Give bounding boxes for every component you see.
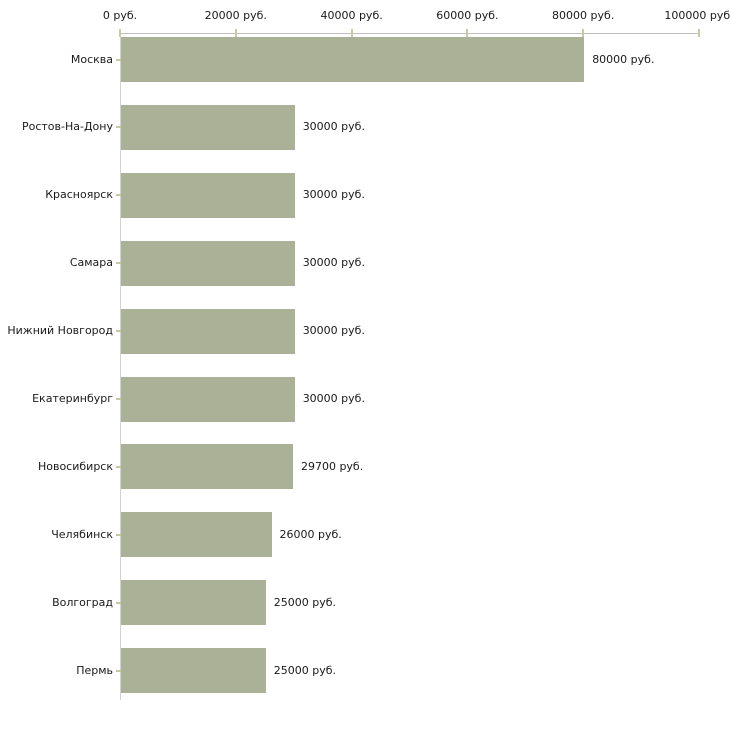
bar (121, 104, 295, 150)
value-label: 29700 руб. (300, 459, 364, 473)
category-tick (116, 330, 121, 333)
value-label: 25000 руб. (273, 663, 337, 677)
category-tick (116, 465, 121, 468)
x-axis-tick (698, 29, 700, 37)
category-label: Нижний Новгород (7, 324, 113, 338)
category-tick (116, 533, 121, 536)
category-label: Москва (70, 52, 113, 66)
category-tick (116, 58, 121, 61)
category-label: Новосибирск (37, 459, 113, 473)
category-label: Волгоград (52, 595, 113, 609)
x-axis-tick-label: 80000 руб. (552, 9, 615, 22)
value-label: 30000 руб. (302, 120, 365, 134)
bar (121, 512, 272, 558)
category-tick (116, 126, 121, 129)
x-axis-tick (234, 29, 237, 37)
x-axis-tick-label: 60000 руб. (436, 9, 499, 22)
category-label: Пермь (76, 663, 113, 677)
plot-area (120, 33, 699, 700)
category-tick (116, 398, 121, 400)
bar (121, 444, 293, 490)
bar (121, 308, 295, 354)
category-tick (116, 262, 121, 265)
value-label: 30000 руб. (302, 392, 365, 405)
category-tick (116, 669, 121, 672)
category-label: Красноярск (45, 188, 113, 202)
x-axis-tick (466, 29, 469, 37)
value-label: 25000 руб. (273, 595, 337, 609)
value-label: 30000 руб. (302, 256, 365, 270)
value-label: 26000 руб. (279, 527, 342, 541)
bar (121, 172, 295, 218)
category-label: Екатеринбург (32, 392, 113, 405)
category-tick (116, 194, 121, 197)
x-axis-tick-label: 20000 руб. (204, 9, 267, 22)
category-label: Челябинск (51, 527, 113, 541)
x-axis-tick-label: 40000 руб. (320, 9, 383, 22)
value-label: 80000 руб. (592, 52, 655, 66)
x-axis-tick-label: 100000 руб. (664, 9, 730, 22)
value-label: 30000 руб. (302, 188, 365, 202)
x-axis-tick (119, 29, 121, 37)
x-axis-tick (582, 29, 585, 37)
bar (121, 580, 266, 626)
bar (121, 648, 266, 694)
x-axis-tick (350, 29, 353, 37)
x-axis-tick-label: 0 руб. (102, 9, 138, 22)
bar (121, 240, 295, 286)
category-label: Ростов-На-Дону (21, 120, 113, 134)
bar (121, 37, 585, 82)
category-tick (116, 601, 121, 604)
bar (121, 376, 295, 422)
value-label: 30000 руб. (302, 324, 365, 338)
category-label: Самара (69, 256, 113, 270)
